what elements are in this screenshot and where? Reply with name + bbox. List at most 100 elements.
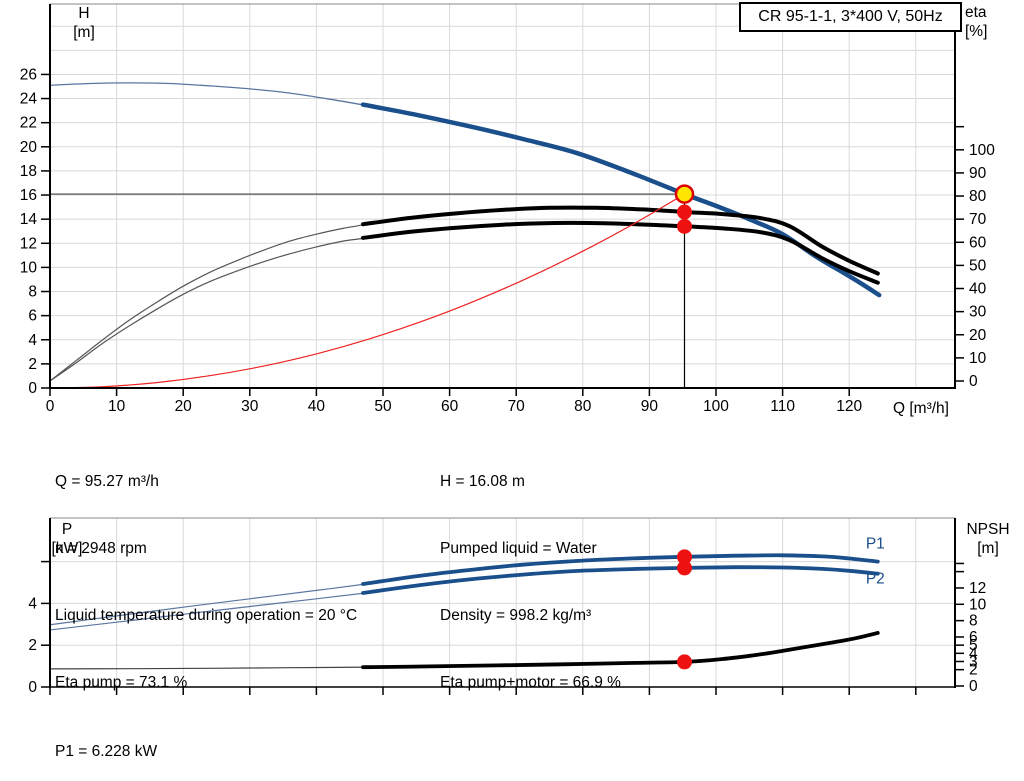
right-tick-label: 70 xyxy=(969,211,987,228)
eta-pump-motor xyxy=(361,220,880,285)
right-tick-label: 4 xyxy=(969,645,978,662)
x-tick-label: 60 xyxy=(441,398,459,415)
q-axis-title: Q [m³/h] xyxy=(893,400,949,417)
pump-model-title: CR 95-1-1, 3*400 V, 50Hz xyxy=(739,2,962,32)
x-tick-label: 10 xyxy=(108,398,126,415)
right-tick-label: 3 xyxy=(969,653,978,670)
condition-liquid: Pumped liquid = Water xyxy=(440,540,597,558)
right-tick-label: 0 xyxy=(969,373,978,390)
left-tick-label: 6 xyxy=(28,308,37,325)
p2-curve xyxy=(361,565,880,595)
eta-pump-point xyxy=(676,204,692,220)
left-tick-label: 26 xyxy=(20,66,37,83)
left-tick-label: 12 xyxy=(20,235,37,252)
eta-pump xyxy=(361,205,880,276)
condition-speed: n = 2948 rpm xyxy=(55,540,147,558)
right-tick-label: 2 xyxy=(969,662,978,679)
p-axis-unit: [kW] xyxy=(51,540,83,557)
p1-point xyxy=(676,549,692,565)
right-tick-label: 8 xyxy=(969,613,978,630)
right-tick-label: 10 xyxy=(969,596,987,613)
left-tick-label: 4 xyxy=(28,332,37,349)
condition-temperature: Liquid temperature during operation = 20… xyxy=(55,607,358,625)
left-tick-label: 8 xyxy=(28,284,37,301)
right-tick-label: 80 xyxy=(969,188,987,205)
left-tick-label: 0 xyxy=(28,380,37,397)
right-tick-label: 5 xyxy=(969,637,978,654)
right-tick-label: 12 xyxy=(969,580,986,597)
p2-point xyxy=(676,560,692,576)
operating-conditions-left: Q = 95.27 m³/h n = 2948 rpm Liquid tempe… xyxy=(55,426,357,740)
system-curve xyxy=(49,193,686,389)
npsh-thin xyxy=(49,666,371,670)
x-tick-label: 120 xyxy=(836,398,862,415)
x-tick-label: 80 xyxy=(574,398,592,415)
operating-conditions-right: H = 16.08 m Pumped liquid = Water Densit… xyxy=(440,426,621,740)
right-tick-label: 20 xyxy=(969,327,987,344)
p1-curve xyxy=(361,553,880,586)
left-tick-label: 18 xyxy=(20,163,37,180)
npsh-curve xyxy=(361,631,880,670)
head-curve xyxy=(360,102,882,298)
condition-eta-total: Eta pump+motor = 66.9 % xyxy=(440,674,621,692)
p-axis-title: P [kW] xyxy=(29,520,105,558)
left-tick-label: 20 xyxy=(20,139,38,156)
x-tick-label: 20 xyxy=(175,398,193,415)
right-tick-label: 30 xyxy=(969,304,987,321)
right-tick-label: 60 xyxy=(969,234,987,251)
h-axis-symbol: H xyxy=(78,5,90,22)
x-tick-label: 40 xyxy=(308,398,326,415)
result-p1: P1 = 6.228 kW xyxy=(55,742,158,760)
eta-axis-title: eta [%] xyxy=(965,3,987,41)
head-eta-chart: 0 10 20 30 40 50 60 70 80 90 100 110 120024681012141… xyxy=(20,3,995,415)
h-axis-unit: [m] xyxy=(73,24,95,41)
x-tick-label: 50 xyxy=(374,398,392,415)
eta-pump-motor-thin xyxy=(49,237,371,382)
p1-thin xyxy=(49,582,371,626)
x-tick-label: 90 xyxy=(641,398,659,415)
npsh-axis-unit: [m] xyxy=(977,540,999,557)
eta-axis-symbol: eta xyxy=(965,4,987,21)
right-tick-label: 90 xyxy=(969,165,987,182)
condition-flow: Q = 95.27 m³/h xyxy=(55,472,159,490)
left-tick-label: 0 xyxy=(28,679,37,696)
curve-label-p1: P1 xyxy=(866,536,885,553)
left-tick-label: 2 xyxy=(28,356,37,373)
condition-eta-pump: Eta pump = 73.1 % xyxy=(55,674,188,692)
eta-motor-point xyxy=(676,218,692,234)
right-tick-label: 40 xyxy=(969,281,987,298)
condition-head: H = 16.08 m xyxy=(440,472,525,490)
left-tick-label: 10 xyxy=(20,259,38,276)
left-tick-label: 16 xyxy=(20,187,37,204)
eta-pump-thin xyxy=(49,223,371,382)
curve-label-p2: P2 xyxy=(866,571,885,588)
x-tick-label: 0 xyxy=(46,398,55,415)
left-tick-label: 4 xyxy=(28,595,37,612)
npsh-point xyxy=(676,654,692,670)
left-tick-label: 22 xyxy=(20,115,37,132)
result-values: P1 = 6.228 kW P2 = 5.699 kW NPSH = 2.95 … xyxy=(55,696,163,781)
x-tick-label: 30 xyxy=(241,398,259,415)
right-tick-label: 6 xyxy=(969,629,978,646)
left-tick-label: 2 xyxy=(28,637,37,654)
eta-axis-unit: [%] xyxy=(965,23,988,40)
x-tick-label: 110 xyxy=(770,398,795,415)
npsh-axis-symbol: NPSH xyxy=(966,521,1010,538)
right-tick-label: 50 xyxy=(969,257,987,274)
left-tick-label: 24 xyxy=(20,91,38,108)
x-tick-label: 70 xyxy=(508,398,526,415)
left-tick-label: 14 xyxy=(20,211,38,228)
p2-thin xyxy=(49,591,371,631)
head-curve-thin xyxy=(49,82,371,107)
npsh-axis-title: NPSH [m] xyxy=(952,520,1024,558)
x-tick-label: 100 xyxy=(703,398,729,415)
right-tick-label: 100 xyxy=(969,142,995,159)
h-axis-title: H [m] xyxy=(62,4,106,42)
right-tick-label: 0 xyxy=(969,678,978,695)
duty-point xyxy=(674,184,695,204)
right-tick-label: 10 xyxy=(969,350,987,367)
condition-density: Density = 998.2 kg/m³ xyxy=(440,607,592,625)
p-axis-symbol: P xyxy=(61,521,73,538)
